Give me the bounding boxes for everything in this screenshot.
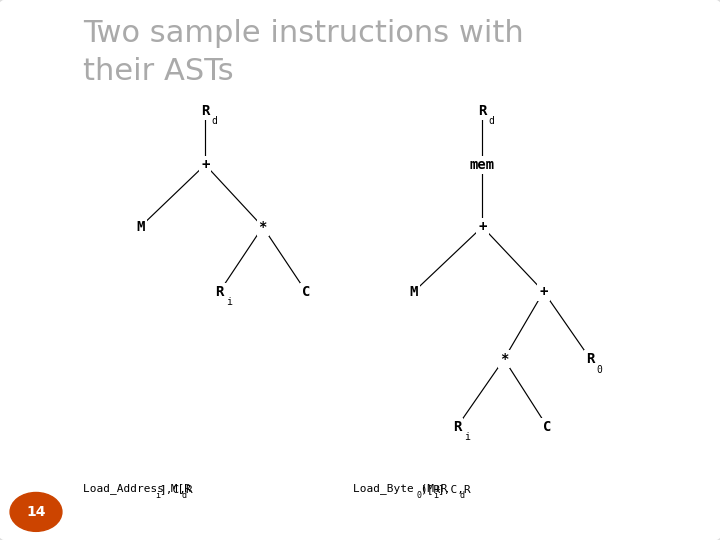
Text: C: C [543,420,552,434]
Text: d: d [489,117,495,126]
Text: Load_Byte (M+R: Load_Byte (M+R [353,483,447,494]
Text: 0: 0 [597,365,603,375]
Circle shape [10,492,62,531]
Text: ],C,R: ],C,R [159,484,192,494]
Text: R: R [201,104,210,118]
Text: i: i [156,491,161,500]
Text: 0: 0 [416,491,421,500]
Text: Two sample instructions with: Two sample instructions with [83,19,523,48]
Text: i: i [464,433,469,442]
Text: +: + [478,220,487,234]
Text: d: d [459,491,464,500]
Text: *: * [500,352,508,366]
Text: d: d [212,117,217,126]
Text: d: d [181,491,186,500]
Text: ],C,R: ],C,R [437,484,471,494]
Text: Load_Address M[R: Load_Address M[R [83,483,191,494]
Text: M: M [136,220,145,234]
Text: C: C [302,285,310,299]
Text: R: R [453,420,462,434]
Text: i: i [226,298,232,307]
Text: +: + [201,158,210,172]
Text: +: + [539,285,548,299]
Text: R: R [586,352,595,366]
Text: R: R [478,104,487,118]
Text: 14: 14 [26,505,46,519]
Text: M: M [410,285,418,299]
Text: i: i [433,491,438,500]
Text: their ASTs: their ASTs [83,57,233,86]
Text: mem: mem [470,158,495,172]
Text: R: R [215,285,224,299]
Text: )[R: )[R [420,484,440,494]
Text: *: * [258,220,267,234]
